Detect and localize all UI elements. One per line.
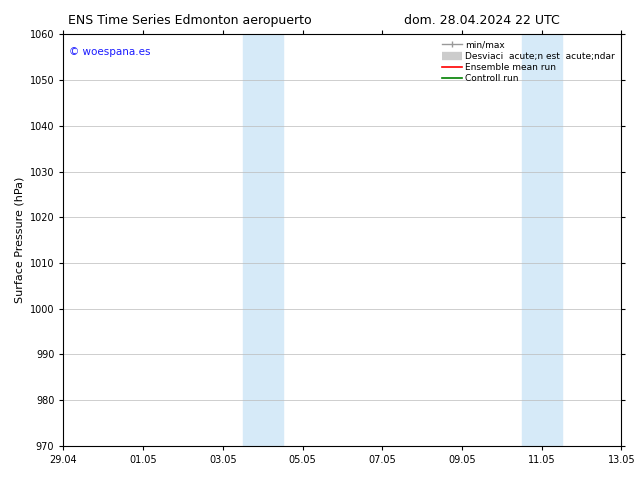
Text: © woespana.es: © woespana.es xyxy=(69,47,150,57)
Text: ENS Time Series Edmonton aeropuerto: ENS Time Series Edmonton aeropuerto xyxy=(68,14,312,27)
Text: dom. 28.04.2024 22 UTC: dom. 28.04.2024 22 UTC xyxy=(404,14,560,27)
Bar xyxy=(522,34,562,446)
Legend: min/max, Desviaci  acute;n est  acute;ndar, Ensemble mean run, Controll run: min/max, Desviaci acute;n est acute;ndar… xyxy=(440,39,617,85)
Y-axis label: Surface Pressure (hPa): Surface Pressure (hPa) xyxy=(14,177,24,303)
Bar xyxy=(243,34,283,446)
